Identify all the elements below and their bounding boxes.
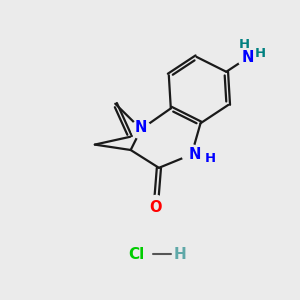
Text: Cl: Cl [128, 247, 145, 262]
Circle shape [132, 120, 151, 139]
Text: H: H [254, 47, 266, 60]
Text: N: N [241, 50, 254, 65]
Circle shape [238, 48, 257, 68]
Text: O: O [150, 200, 162, 215]
Text: N: N [135, 120, 147, 135]
Text: H: H [205, 152, 216, 164]
Circle shape [146, 196, 166, 214]
Circle shape [182, 145, 201, 164]
Text: H: H [173, 247, 186, 262]
Text: N: N [188, 147, 201, 162]
Text: H: H [239, 38, 250, 51]
